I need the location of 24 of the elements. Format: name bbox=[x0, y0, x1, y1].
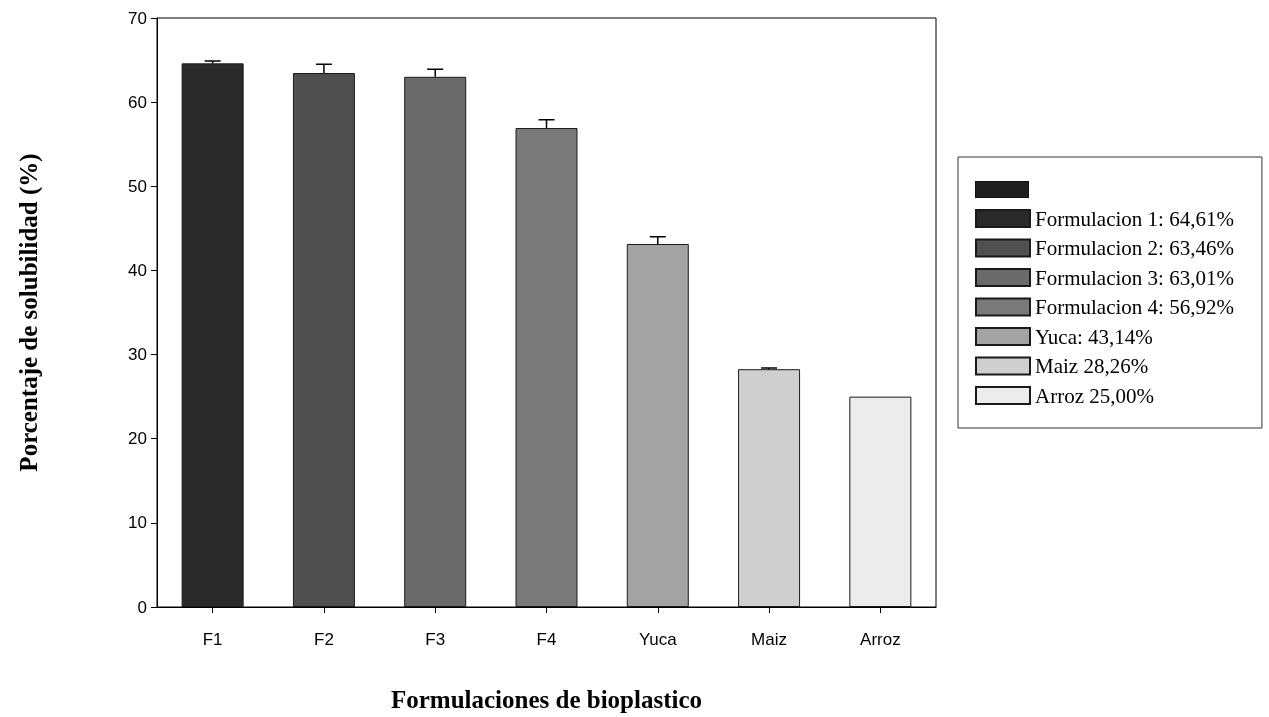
x-tick-label: F3 bbox=[425, 630, 446, 649]
y-tick-label: 30 bbox=[128, 345, 147, 365]
x-tick-label: F2 bbox=[314, 630, 334, 649]
y-tick-label: 20 bbox=[128, 429, 147, 449]
x-tick-label: Arroz bbox=[860, 630, 901, 649]
legend-label: Formulacion 4: 56,92% bbox=[1035, 295, 1234, 319]
y-axis-title: Porcentaje de solubilidad (%) bbox=[15, 153, 43, 472]
legend-label: Formulacion 1: 64,61% bbox=[1035, 206, 1234, 231]
x-tick-label: F1 bbox=[202, 630, 223, 649]
legend-label: Formulacion 2: 63,46% bbox=[1035, 236, 1234, 260]
x-tick-label: F4 bbox=[536, 630, 557, 649]
y-tick-label: 10 bbox=[128, 513, 147, 533]
y-tick-label: 70 bbox=[128, 8, 147, 28]
y-tick-label: 50 bbox=[128, 176, 147, 196]
x-tick-label: Yuca bbox=[638, 630, 678, 649]
y-tick-label: 0 bbox=[137, 597, 147, 617]
legend-label: Yuca: 43,14% bbox=[1035, 324, 1153, 349]
x-tick-label: Maiz bbox=[751, 630, 788, 649]
x-axis-title: Formulaciones de bioplastico bbox=[390, 686, 703, 713]
y-tick-label: 60 bbox=[128, 92, 147, 112]
legend-label: Formulacion 3: 63,01% bbox=[1035, 265, 1234, 290]
legend-label: Arroz 25,00% bbox=[1035, 383, 1154, 408]
legend-label: Maiz 28,26% bbox=[1035, 354, 1149, 378]
y-tick-label: 40 bbox=[128, 260, 147, 280]
